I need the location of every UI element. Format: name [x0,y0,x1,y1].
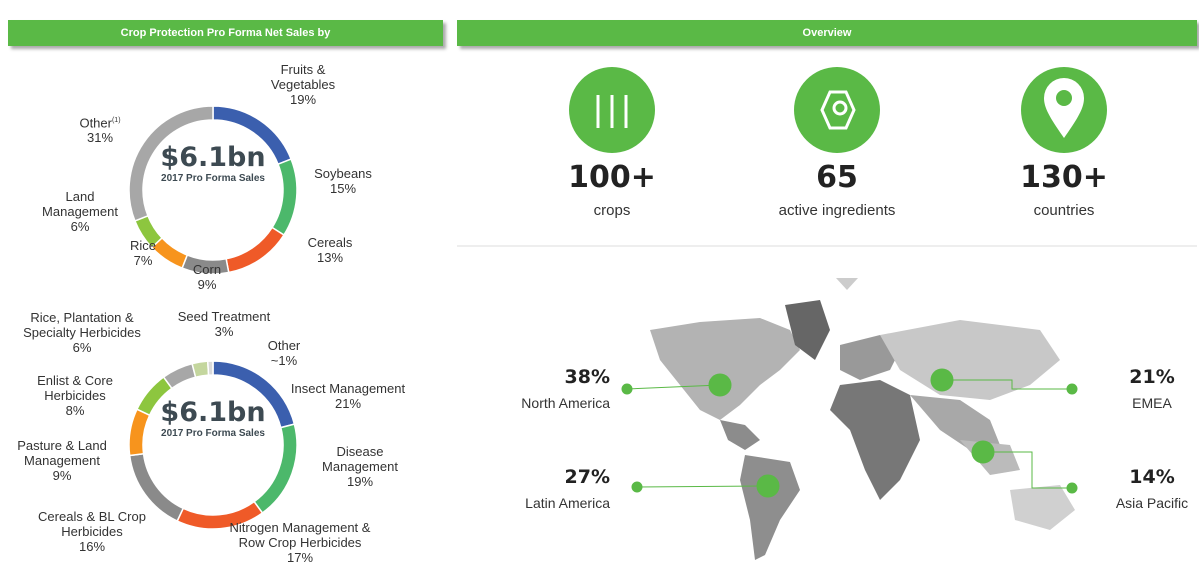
segment-label: Land Management 6% [30,189,130,234]
category-label: Cereals [307,235,353,250]
category-label: Cereals & BL Crop Herbicides [38,509,146,539]
stat-value: 130+ [1020,160,1108,195]
stat-label: active ingredients [778,202,896,219]
segment-label: Pasture & Land Management 9% [7,438,117,483]
category-label: Insect Management [290,381,406,396]
region-value: 38% [564,366,610,388]
stat-label: countries [1033,202,1095,219]
region-name: North America [521,395,610,411]
region-value: 21% [1129,366,1175,388]
value-label: 13% [316,250,344,265]
category-label: Other [79,115,112,131]
category-label: Land Management [42,189,118,219]
category-label: Corn [192,262,222,277]
value-label: 7% [133,253,153,268]
category-label: Nitrogen Management & Row Crop Herbicide… [229,520,371,550]
segment-label: Disease Management 19% [310,444,410,489]
map-connectors [621,368,1078,498]
segment-label: Fruits & Vegetables 19% [258,62,348,107]
segment-label: Soybeans 15% [298,166,388,196]
category-label: Rice, Plantation & Specialty Herbicides [23,310,141,340]
region-name: EMEA [1132,395,1172,411]
center-sublabel: 2017 Pro Forma Sales [161,428,265,439]
center-label: $6.1bn 2017 Pro Forma Sales [148,397,278,439]
value-label: 31% [86,130,114,146]
category-label: Seed Treatment [177,309,271,324]
category-label: Enlist & Core Herbicides [37,373,113,403]
overview-header: Overview [457,20,1197,46]
segment-label: Rice, Plantation & Specialty Herbicides 6… [7,310,157,355]
value-label: ~1% [270,353,298,368]
segment-label: Cereals 13% [285,235,375,265]
world-map [650,300,1075,560]
category-label: Pasture & Land Management [17,438,107,468]
value-label: 6% [72,340,92,355]
segment-label: Rice 7% [113,238,173,268]
footnote: (1) [111,117,121,124]
value-label: 3% [214,324,234,339]
value-label: 19% [346,474,374,489]
donut-segment [206,360,214,376]
segment-label: Corn 9% [177,262,237,292]
donut-segment [191,360,210,379]
donut-segment [128,105,214,222]
segment-label: Cereals & BL Crop Herbicides 16% [22,509,162,554]
value-label: 8% [65,403,85,418]
center-sublabel: 2017 Pro Forma Sales [161,173,265,184]
category-label: Fruits & Vegetables [270,62,336,92]
category-label: Soybeans [314,166,372,181]
left-header: Crop Protection Pro Forma Net Sales by [8,20,443,46]
center-value: $6.1bn [160,142,266,173]
stat-value: 65 [816,160,858,195]
value-label: 15% [329,181,357,196]
segment-label: Nitrogen Management & Row Crop Herbicide… [225,520,375,565]
icons [569,67,1107,153]
category-label: Rice [129,238,156,253]
category-label: Disease Management [322,444,398,474]
segment-label: Enlist & Core Herbicides 8% [25,373,125,418]
value-label: 6% [70,219,90,234]
segment-label: Other(1) 31% [60,113,140,145]
arrow [836,278,858,290]
value-label: 16% [78,539,106,554]
donut-segment [162,362,197,390]
center-label: $6.1bn 2017 Pro Forma Sales [148,142,278,184]
segment-label: Other ~1% [254,338,314,368]
region-value: 27% [564,466,610,488]
stat-label: crops [593,202,631,219]
region-name: Latin America [525,495,610,511]
region-name: Asia Pacific [1115,495,1189,511]
category-label: Other [267,338,301,353]
segment-label: Insect Management 21% [273,381,423,411]
value-label: 19% [289,92,317,107]
donut-segment [128,408,151,457]
value-label: 17% [286,550,314,565]
value-label: 21% [334,396,362,411]
region-value: 14% [1129,466,1175,488]
center-value: $6.1bn [160,397,266,428]
stat-value: 100+ [568,160,656,195]
segment-label: Seed Treatment 3% [164,309,284,339]
value-label: 9% [197,277,217,292]
value-label: 9% [52,468,72,483]
